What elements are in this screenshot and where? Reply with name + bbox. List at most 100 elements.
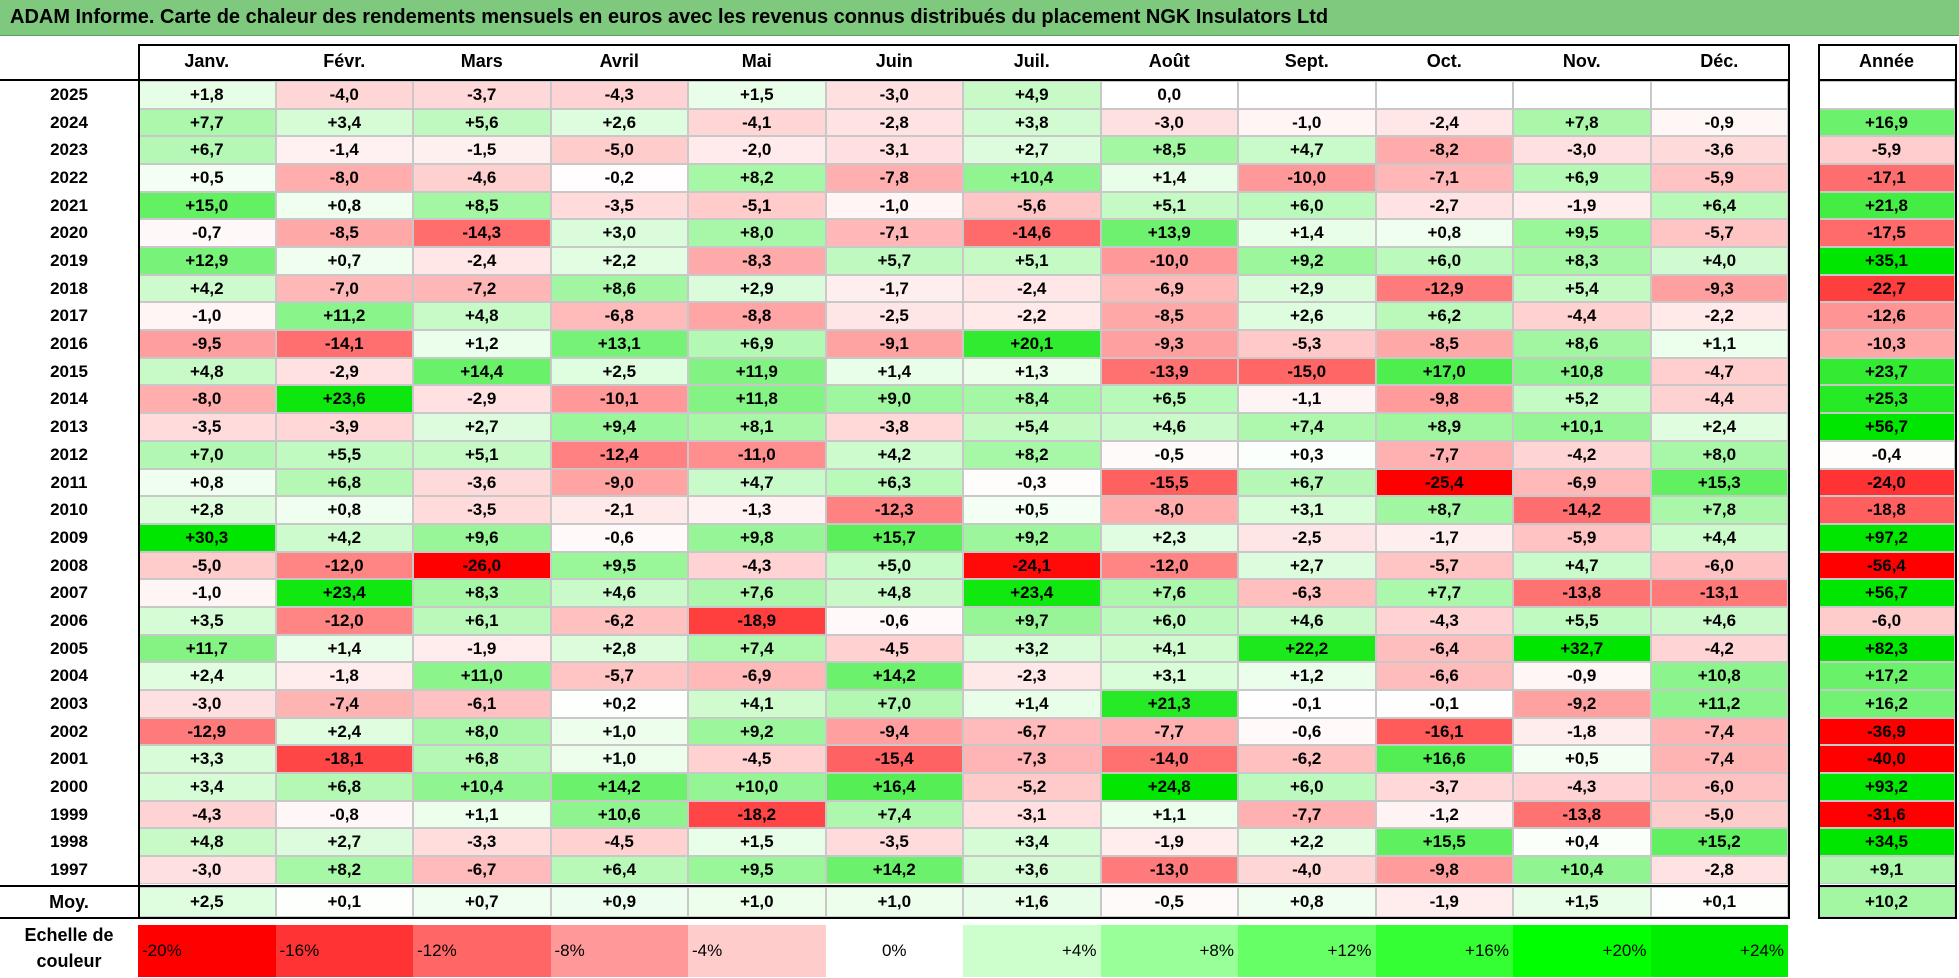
heatmap-cell: [1650, 81, 1788, 109]
year-label: 2024: [50, 112, 88, 132]
column-header: Juin: [875, 51, 913, 71]
heatmap-cell: +15,3: [1650, 468, 1788, 497]
annual-cell: -36,9: [1818, 717, 1955, 746]
heatmap-cell: -13,9: [1100, 357, 1238, 386]
heatmap-cell: +2,4: [138, 662, 276, 690]
heatmap-cell: +2,7: [1238, 551, 1376, 580]
heatmap-cell: +7,8: [1650, 496, 1788, 524]
heatmap-cell: -8,0: [1100, 496, 1238, 524]
heatmap-cell: +15,2: [1650, 828, 1788, 857]
heatmap-cell: +9,5: [550, 551, 688, 580]
heatmap-cell: +2,7: [413, 413, 551, 441]
heatmap-cell: +22,2: [1238, 634, 1376, 663]
heatmap-cell: +1,0: [550, 745, 688, 773]
heatmap-cell: +0,5: [1513, 745, 1651, 773]
heatmap-cell: +3,4: [963, 828, 1101, 857]
year-label: 2015: [50, 361, 88, 381]
column-header: Avril: [599, 51, 639, 71]
heatmap-cell: +4,6: [1100, 413, 1238, 441]
heatmap-cell: +9,8: [688, 523, 826, 552]
heatmap-cell: -6,3: [1238, 579, 1376, 607]
heatmap-cell: +8,7: [1375, 496, 1513, 524]
heatmap-cell: +5,0: [825, 551, 963, 580]
annual-cell: -24,0: [1818, 468, 1955, 497]
color-scale-swatch: -12%: [413, 925, 551, 977]
heatmap-cell: +1,0: [550, 717, 688, 746]
annual-cell: [1818, 81, 1955, 109]
heatmap-cell: +8,4: [963, 385, 1101, 414]
heatmap-cell: -0,6: [550, 523, 688, 552]
heatmap-cell: -12,3: [825, 496, 963, 524]
heatmap-cell: +2,7: [275, 828, 413, 857]
heatmap-cell: +8,6: [1513, 330, 1651, 358]
heatmap-cell: +6,5: [1100, 385, 1238, 414]
heatmap-cell: -10,0: [1238, 164, 1376, 192]
heatmap-cell: -2,2: [1650, 302, 1788, 331]
heatmap-cell: +0,8: [275, 496, 413, 524]
heatmap-cell: -3,6: [1650, 136, 1788, 165]
heatmap-cell: -3,5: [138, 413, 276, 441]
heatmap-cell: -9,5: [138, 330, 276, 358]
heatmap-cell: [1513, 81, 1651, 109]
heatmap-cell: -5,7: [1650, 219, 1788, 248]
heatmap-cell: -4,5: [825, 634, 963, 663]
heatmap-cell: -0,1: [1238, 689, 1376, 718]
column-header: Sept.: [1284, 51, 1329, 71]
heatmap-cell: +6,0: [1238, 191, 1376, 220]
year-label: 1998: [50, 832, 88, 852]
heatmap-cell: +7,4: [1238, 413, 1376, 441]
heatmap-cell: +8,5: [413, 191, 551, 220]
heatmap-cell: -3,5: [825, 828, 963, 857]
heatmap-cell: +3,1: [1100, 662, 1238, 690]
heatmap-cell: -4,6: [413, 164, 551, 192]
heatmap-cell: +11,2: [275, 302, 413, 331]
heatmap-cell: -1,9: [1100, 828, 1238, 857]
heatmap-cell: +10,0: [688, 773, 826, 801]
heatmap-cell: -2,9: [275, 357, 413, 386]
heatmap-cell: +5,1: [963, 247, 1101, 275]
heatmap-cell: -3,0: [825, 81, 963, 109]
heatmap-cell: +3,4: [275, 108, 413, 137]
heatmap-cell: -0,6: [1238, 717, 1376, 746]
color-scale-swatch: +8%: [1100, 925, 1238, 977]
heatmap-cell: +4,2: [275, 523, 413, 552]
heatmap-cell: -4,3: [550, 81, 688, 109]
heatmap-cell: -6,2: [550, 606, 688, 635]
heatmap-cell: -1,4: [275, 136, 413, 165]
heatmap-cell: -1,1: [1238, 385, 1376, 414]
heatmap-cell: -1,8: [1513, 717, 1651, 746]
annual-cell: -12,6: [1818, 302, 1955, 331]
average-bottom-divider: [0, 916, 1790, 919]
heatmap-cell: +0,7: [275, 247, 413, 275]
heatmap-cell: +1,8: [138, 81, 276, 109]
year-label: 2014: [50, 389, 88, 409]
heatmap-cell: +7,6: [688, 579, 826, 607]
heatmap-cell: +5,5: [1513, 606, 1651, 635]
annual-cell: +16,9: [1818, 108, 1955, 137]
heatmap-cell: -3,5: [550, 191, 688, 220]
header-divider: [0, 79, 1790, 81]
heatmap-cell: -2,4: [1375, 108, 1513, 137]
heatmap-cell: +10,4: [963, 164, 1101, 192]
heatmap-cell: +6,8: [275, 773, 413, 801]
heatmap-cell: -12,4: [550, 440, 688, 469]
heatmap-cell: -5,1: [688, 191, 826, 220]
heatmap-cell: +2,2: [550, 247, 688, 275]
heatmap-cell: +10,4: [1513, 856, 1651, 884]
heatmap-cell: -12,9: [138, 717, 276, 746]
heatmap-cell: -15,4: [825, 745, 963, 773]
year-label: 1999: [50, 804, 88, 824]
annual-cell: +97,2: [1818, 523, 1955, 552]
heatmap-cell: -8,5: [1375, 330, 1513, 358]
heatmap-cell: -1,7: [825, 274, 963, 303]
heatmap-cell: +4,2: [825, 440, 963, 469]
average-cell: -1,9: [1375, 886, 1513, 917]
heatmap-cell: -4,3: [1375, 606, 1513, 635]
heatmap-cell: -9,3: [1650, 274, 1788, 303]
average-cell: +0,1: [275, 886, 413, 917]
average-top-divider: [0, 884, 1790, 887]
heatmap-cell: +9,2: [688, 717, 826, 746]
heatmap-cell: -14,2: [1513, 496, 1651, 524]
heatmap-cell: -0,9: [1650, 108, 1788, 137]
heatmap-cell: +2,4: [275, 717, 413, 746]
